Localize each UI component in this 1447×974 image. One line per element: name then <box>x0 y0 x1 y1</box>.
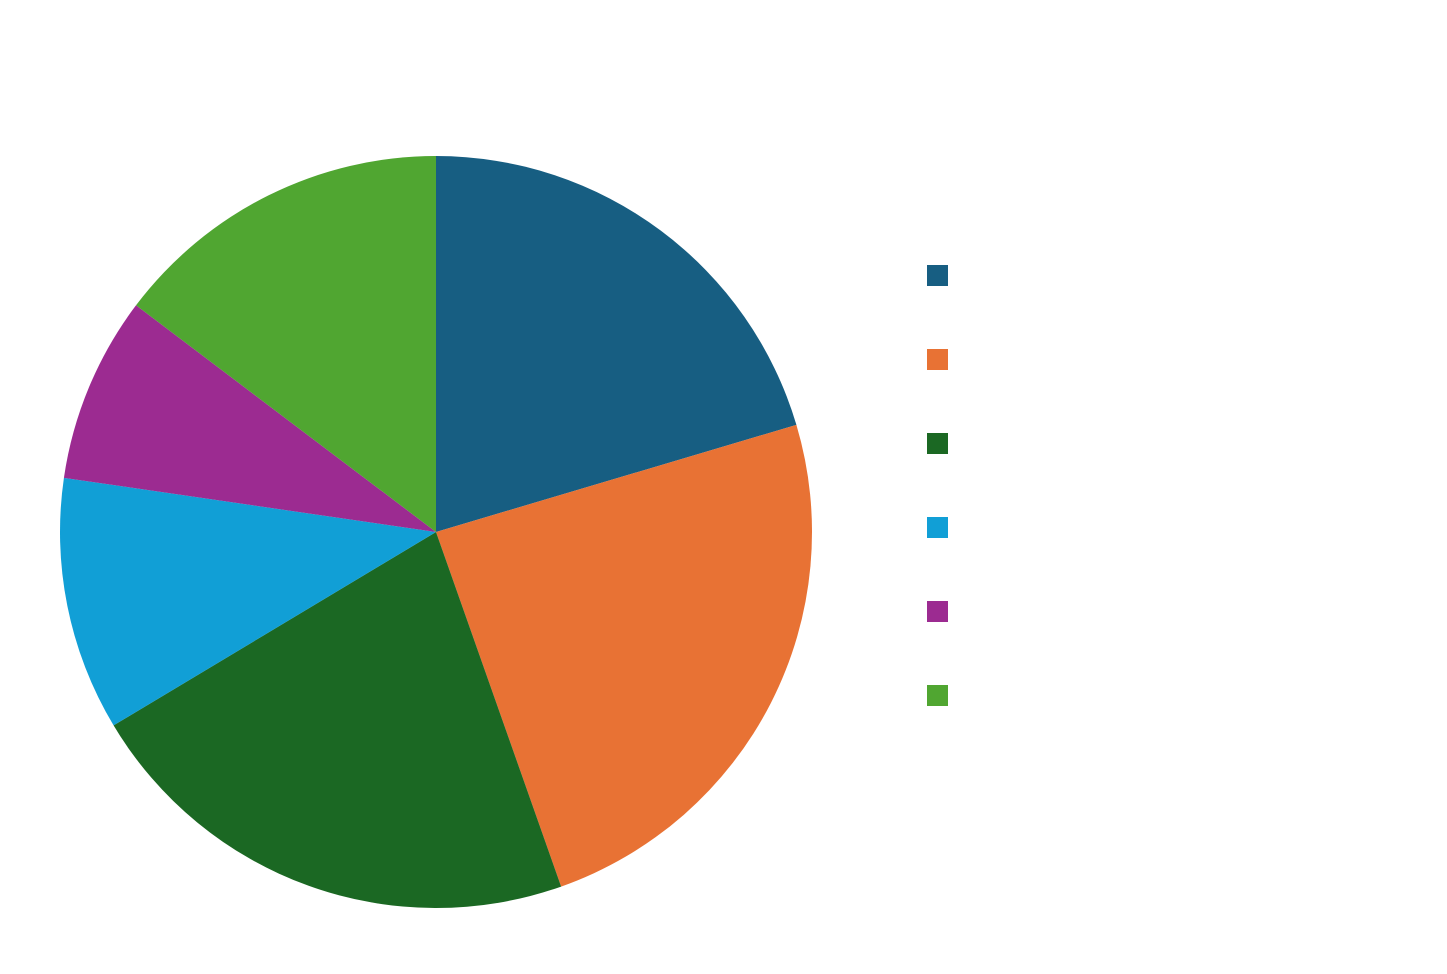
legend-item-4 <box>927 517 1407 601</box>
pie-slice-3 <box>113 532 562 909</box>
legend-item-1 <box>927 265 1407 349</box>
legend-item-5 <box>927 601 1407 685</box>
legend-item-2 <box>927 349 1407 433</box>
legend-swatch-3 <box>927 433 948 454</box>
pie-slice-1 <box>436 156 797 532</box>
pie-slice-2 <box>436 424 812 887</box>
legend-swatch-2 <box>927 349 948 370</box>
legend-swatch-1 <box>927 265 948 286</box>
legend-swatch-4 <box>927 517 948 538</box>
chart-legend <box>927 265 1407 769</box>
legend-swatch-6 <box>927 685 948 706</box>
pie-slice-4 <box>59 477 436 726</box>
legend-item-3 <box>927 433 1407 517</box>
legend-swatch-5 <box>927 601 948 622</box>
pie-slice-6 <box>136 156 436 532</box>
pie-slice-5 <box>63 305 437 532</box>
legend-item-6 <box>927 685 1407 769</box>
